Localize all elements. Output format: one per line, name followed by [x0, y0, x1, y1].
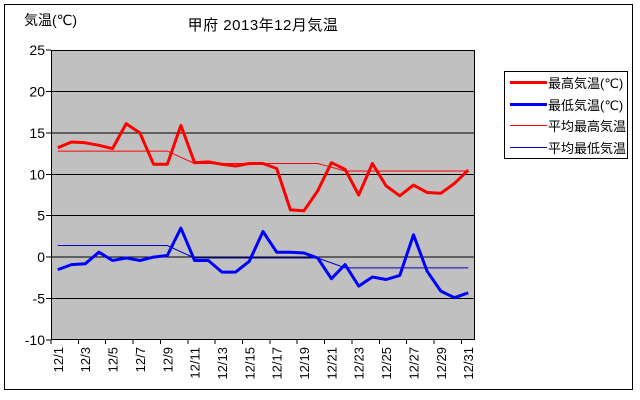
legend-label: 平均最高気温 [548, 119, 627, 135]
legend-line-swatch [510, 81, 547, 85]
legend: 最高気温(℃) 最低気温(℃) 平均最高気温 平均最低気温 [504, 71, 628, 159]
legend-item: 平均最低気温 [505, 137, 627, 158]
x-tick-label: 12/1 [51, 347, 66, 372]
y-tick-label: -5 [33, 291, 46, 307]
y-tick-label: 5 [37, 208, 45, 224]
x-tick-label: 12/21 [324, 347, 339, 380]
y-tick-label: -10 [25, 332, 45, 348]
y-axis-label: 気温(℃) [24, 12, 78, 28]
legend-line-swatch [510, 146, 547, 148]
x-tick-label: 12/23 [352, 347, 367, 380]
legend-item: 最高気温(℃) [505, 72, 627, 93]
x-tick-label: 12/9 [160, 347, 175, 372]
x-tick-label: 12/29 [434, 347, 449, 380]
x-tick-label: 12/5 [106, 347, 121, 372]
y-tick-label: 15 [29, 125, 45, 141]
legend-label: 平均最低気温 [548, 140, 627, 156]
y-tick-label: 25 [29, 42, 45, 58]
x-tick-label: 12/31 [461, 347, 476, 380]
x-tick-label: 12/7 [133, 347, 148, 372]
legend-item: 平均最高気温 [505, 115, 627, 136]
plot-area [51, 50, 475, 340]
x-tick-label: 12/19 [297, 347, 312, 380]
chart-frame [4, 4, 633, 390]
legend-line-swatch [510, 102, 547, 106]
series-line-2 [57, 226, 469, 300]
y-tick-label: 0 [37, 249, 45, 265]
x-tick-label: 12/11 [188, 347, 203, 379]
legend-line-swatch [510, 125, 547, 127]
x-tick-label: 12/17 [270, 347, 285, 380]
chart-title: 甲府 2013年12月気温 [187, 17, 339, 34]
legend-label: 最高気温(℃) [548, 76, 624, 92]
x-tick-label: 12/3 [78, 347, 93, 372]
y-tick-label: 10 [29, 166, 45, 182]
x-tick-label: 12/15 [242, 347, 257, 380]
x-tick-label: 12/27 [406, 347, 421, 380]
series-line-4 [57, 245, 469, 269]
x-tick-label: 12/25 [379, 347, 394, 380]
plot-border [51, 50, 475, 340]
x-tick-label: 12/13 [215, 347, 230, 380]
series-line-1 [57, 122, 470, 213]
legend-item: 最低気温(℃) [505, 94, 627, 115]
y-tick-label: 20 [29, 83, 45, 99]
legend-label: 最低気温(℃) [548, 97, 624, 113]
